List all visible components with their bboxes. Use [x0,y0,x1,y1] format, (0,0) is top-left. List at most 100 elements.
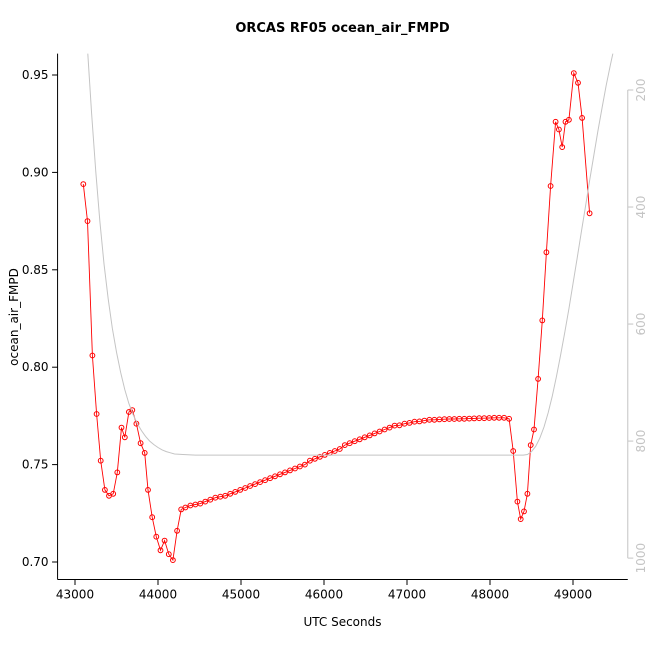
data-point-marker [297,463,303,470]
x-tick-label: 46000 [305,588,343,602]
data-point-marker [524,490,531,497]
data-point-marker [521,508,527,515]
data-point-marker [237,487,244,493]
data-point-marker [506,415,513,422]
data-point-marker [207,496,214,503]
data-point-marker [153,533,160,540]
y-tick-label: 0.75 [22,458,49,472]
y-tick-label: 0.90 [22,165,49,179]
data-point-marker [93,411,100,417]
data-point-marker [336,446,343,452]
data-point-marker [272,473,278,480]
data-point-marker [361,434,368,441]
y-tick-label: 0.95 [22,68,49,82]
x-tick-label: 49000 [554,588,592,602]
y-tick-label: 0.70 [22,555,49,569]
data-point-marker [356,436,363,443]
data-point-marker [165,551,172,558]
data-point-marker [579,115,585,121]
data-point-marker [170,557,176,563]
right-axis: 200 400 600 800 1000 [627,79,648,574]
data-point-marker [110,490,117,497]
data-point-marker [157,547,164,554]
data-point-marker [287,467,293,474]
data-point-marker [527,442,534,449]
data-point-marker [366,432,373,439]
data-point-marker [84,218,91,225]
data-point-marker [80,181,87,188]
x-tick-label: 45000 [222,588,260,602]
data-point-marker [381,426,388,433]
data-point-marker [341,442,348,449]
right-tick-label: 1000 [634,543,648,574]
data-point-marker [97,457,104,464]
data-point-marker [202,498,209,505]
data-point-marker [145,487,151,493]
y-axis-label: ocean_air_FMPD [7,268,21,366]
data-point-marker [222,492,229,499]
right-tick-label: 600 [634,313,648,336]
data-point-marker [386,424,393,431]
data-point-marker [292,465,298,472]
series-line-ocean_air_FMPD [82,71,591,562]
data-point-marker [307,457,313,464]
plot-area [80,53,614,563]
data-point-marker [552,118,559,125]
data-point-marker [141,450,148,456]
data-point-marker [302,461,308,468]
data-point-marker [317,453,323,460]
data-point-marker [396,422,403,429]
data-point-marker [346,440,353,447]
right-tick-label: 800 [634,430,648,453]
data-point-marker [312,455,318,462]
data-point-marker [197,500,204,507]
data-point-marker [514,498,521,505]
data-point-marker [277,471,283,478]
data-point-marker [371,430,378,437]
data-point-marker [331,448,338,454]
data-point-marker [267,475,274,482]
data-point-marker [118,424,125,431]
data-point-marker [543,249,550,256]
data-point-marker [535,376,541,382]
x-tick-label: 43000 [56,588,94,602]
axes: 43000 44000 45000 46000 47000 48000 49000 0.70 0… [22,53,628,602]
data-point-marker [531,426,537,433]
data-point-marker [556,126,562,133]
data-point-marker [351,438,358,445]
y-tick-label: 0.85 [22,263,49,277]
right-tick-label: 200 [634,79,648,102]
data-point-marker [547,183,554,189]
data-point-marker [102,487,108,493]
data-point-marker [89,352,96,359]
data-point-marker [282,469,288,476]
x-tick-label: 47000 [388,588,426,602]
data-point-marker [121,434,128,441]
data-point-marker [161,537,168,544]
data-point-marker [137,440,144,447]
right-tick-label: 400 [634,196,648,219]
data-point-marker [242,485,249,491]
data-point-marker [517,516,524,522]
data-point-marker [182,504,189,511]
data-point-marker [376,428,383,435]
data-point-marker [247,483,254,489]
data-point-marker [510,448,517,454]
chart-title: ORCAS RF05 ocean_air_FMPD [235,21,450,36]
data-point-marker [232,489,239,495]
data-point-marker [262,477,269,484]
data-point-marker [570,70,577,76]
data-point-marker [174,527,181,534]
data-point-marker [566,116,572,123]
data-point-marker [575,79,581,86]
y-tick-label: 0.80 [22,360,49,374]
series-line-gray-reference-trace [87,53,614,456]
data-point-marker [252,481,259,488]
data-point-marker [586,210,593,217]
data-point-marker [257,479,264,486]
data-point-marker [539,317,546,324]
x-tick-label: 48000 [471,588,509,602]
data-point-marker [114,469,121,476]
